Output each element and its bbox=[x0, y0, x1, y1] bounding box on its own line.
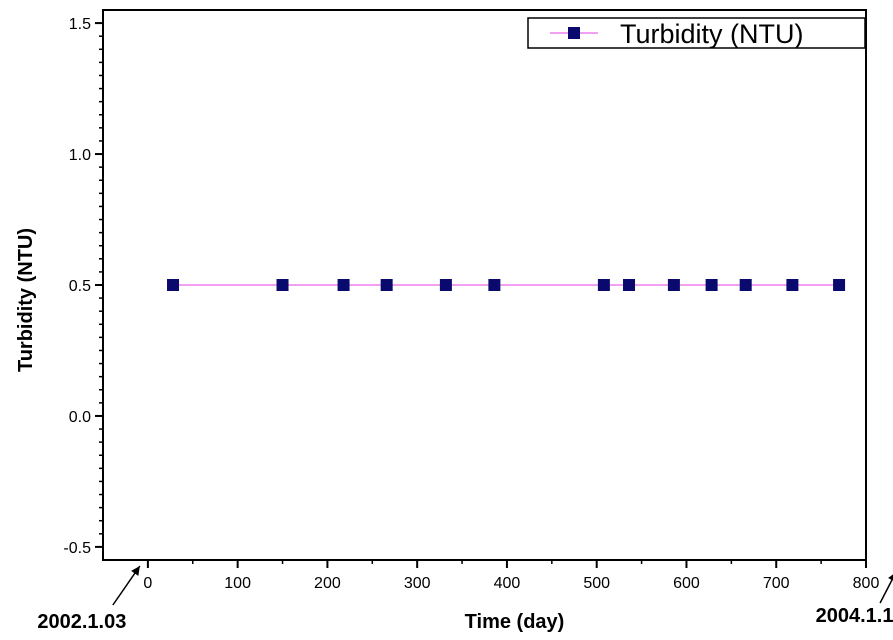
x-tick-label: 400 bbox=[494, 575, 521, 592]
data-point-marker bbox=[380, 279, 393, 291]
arrow-start-date-head bbox=[131, 566, 140, 576]
data-marks bbox=[167, 279, 846, 291]
x-tick-label: 200 bbox=[314, 575, 341, 592]
data-point-marker bbox=[276, 279, 289, 291]
y-tick-label: -0.5 bbox=[63, 540, 91, 557]
data-point-marker bbox=[786, 279, 799, 291]
arrow-end-date-head bbox=[888, 574, 893, 581]
data-point-marker bbox=[439, 279, 452, 291]
arrow-end-date-shaft bbox=[879, 576, 893, 604]
date-annotations: 2002.1.03 2004.1.14 bbox=[37, 565, 893, 633]
x-tick-label: 600 bbox=[673, 575, 700, 592]
legend: Turbidity (NTU) bbox=[527, 17, 866, 49]
y-tick-label: 0.0 bbox=[69, 409, 91, 426]
x-tick-label: 500 bbox=[583, 575, 610, 592]
start-date-label: 2002.1.03 bbox=[37, 611, 126, 633]
axes: 0 100 200 300 400 500 600 700 800 -0.5 0.0 0.5 1.0 1.… bbox=[15, 16, 880, 633]
data-point-marker bbox=[623, 279, 636, 291]
x-tick-label: 100 bbox=[224, 575, 251, 592]
legend-label: Turbidity (NTU) bbox=[620, 19, 804, 49]
x-tick-label: 300 bbox=[404, 575, 431, 592]
x-tick-label: 800 bbox=[853, 575, 880, 592]
data-point-marker bbox=[167, 279, 180, 291]
legend-marker-swatch bbox=[568, 27, 580, 39]
y-tick-label: 0.5 bbox=[69, 278, 91, 295]
end-date-label: 2004.1.14 bbox=[816, 605, 893, 627]
data-point-marker bbox=[833, 279, 846, 291]
data-point-marker bbox=[337, 279, 350, 291]
y-axis-title: Turbidity (NTU) bbox=[15, 228, 37, 372]
y-tick-label: 1.5 bbox=[69, 16, 91, 33]
data-point-marker bbox=[705, 279, 718, 291]
data-point-marker bbox=[488, 279, 501, 291]
x-tick-label: 700 bbox=[763, 575, 790, 592]
data-point-marker bbox=[739, 279, 752, 291]
x-axis-title: Time (day) bbox=[465, 611, 565, 633]
data-point-marker bbox=[667, 279, 680, 291]
data-point-marker bbox=[597, 279, 610, 291]
x-tick-label: 0 bbox=[143, 575, 152, 592]
y-tick-label: 1.0 bbox=[69, 147, 91, 164]
